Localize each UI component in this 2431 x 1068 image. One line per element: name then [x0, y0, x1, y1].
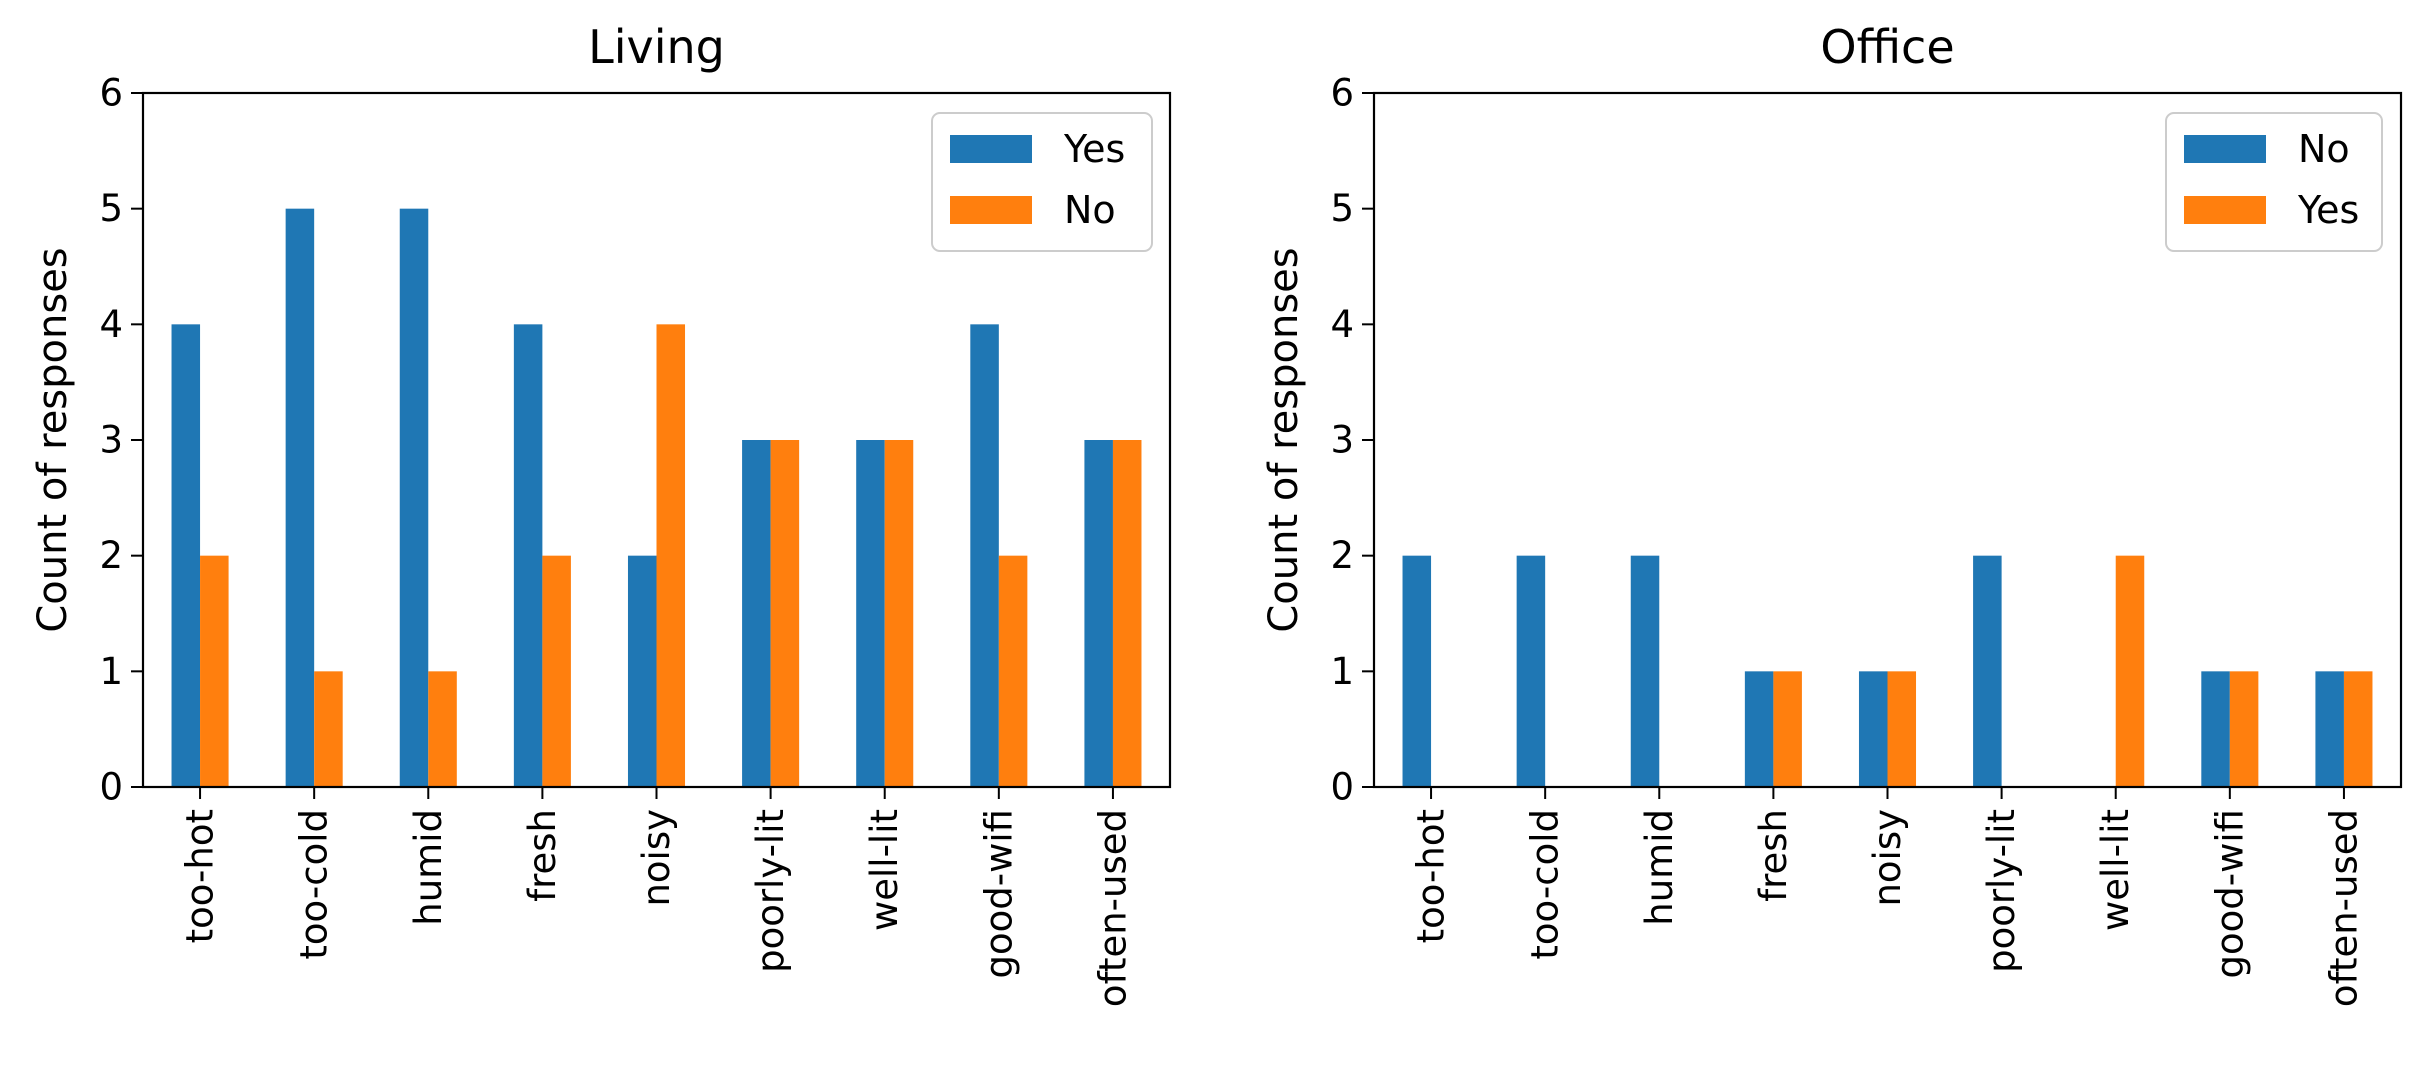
office-chart-panel: 0 1 2 3 4 5 6 too-hot too-cold humid fresh noisy poo…	[1261, 20, 2403, 1007]
bar-no-noisy	[1858, 671, 1888, 787]
legend-swatch-no	[950, 196, 1032, 224]
bar-yes-noisy	[1887, 671, 1917, 787]
y-tick-label: 3	[99, 419, 123, 462]
legend-label-yes: Yes	[2297, 188, 2359, 232]
y-axis-label: Count of responses	[1261, 247, 1307, 632]
x-tick-label-too-cold: too-cold	[1524, 809, 1567, 960]
bar-yes-humid	[399, 208, 429, 787]
x-tick-label-well-lit: well-lit	[863, 809, 906, 931]
x-tick-label-good-wifi: good-wifi	[977, 809, 1020, 978]
x-tick-label-fresh: fresh	[1752, 809, 1795, 902]
x-tick-label-too-hot: too-hot	[179, 809, 222, 943]
chart-title: Office	[1820, 20, 1954, 74]
x-tick-label-too-cold: too-cold	[293, 809, 336, 960]
bar-no-poorly-lit	[770, 440, 800, 787]
x-tick-label-too-hot: too-hot	[1410, 809, 1453, 943]
bar-yes-often-used	[2343, 671, 2373, 787]
x-tick-label-humid: humid	[1638, 809, 1681, 926]
y-tick-label: 0	[99, 766, 123, 809]
x-tick-label-good-wifi: good-wifi	[2208, 809, 2251, 978]
bar-yes-well-lit	[2115, 555, 2145, 787]
y-tick-label: 6	[1330, 72, 1354, 115]
y-tick-label: 3	[1330, 419, 1354, 462]
y-tick-label: 5	[99, 187, 123, 230]
x-tick-label-noisy: noisy	[635, 809, 678, 907]
legend-swatch-no	[2184, 135, 2266, 163]
living-chart-panel: 0 1 2 3 4 5 6 too-hot too-cold humid fresh noisy poo…	[30, 20, 1172, 1007]
bar-yes-often-used	[1084, 440, 1113, 787]
x-tick-label-noisy: noisy	[1866, 809, 1909, 907]
y-tick-label: 1	[1330, 650, 1354, 693]
legend-label-yes: Yes	[1063, 127, 1125, 171]
x-tick-label-humid: humid	[407, 809, 450, 926]
y-tick-label: 4	[1330, 303, 1354, 346]
bar-no-good-wifi	[998, 555, 1028, 787]
bar-yes-fresh	[513, 324, 543, 787]
chart-title: Living	[588, 20, 725, 74]
bar-yes-too-cold	[285, 208, 315, 787]
bar-no-poorly-lit	[1973, 555, 2002, 787]
bar-no-humid	[1630, 555, 1660, 787]
bar-yes-fresh	[1773, 671, 1802, 787]
y-tick-label: 0	[1330, 766, 1354, 809]
x-tick-label-well-lit: well-lit	[2094, 809, 2137, 931]
x-tick-label-fresh: fresh	[521, 809, 564, 902]
bar-yes-good-wifi	[2229, 671, 2259, 787]
y-tick-label: 2	[1330, 534, 1354, 577]
bar-yes-well-lit	[856, 440, 885, 787]
y-tick-label: 6	[99, 72, 123, 115]
legend-label-no: No	[2298, 127, 2350, 171]
bar-no-too-cold	[1516, 555, 1546, 787]
bar-no-too-hot	[1402, 555, 1432, 787]
bar-no-too-cold	[314, 671, 343, 787]
bar-no-humid	[428, 671, 457, 787]
bar-yes-poorly-lit	[742, 440, 771, 787]
y-tick-label: 2	[99, 534, 123, 577]
legend-label-no: No	[1064, 188, 1116, 232]
bar-no-fresh	[1744, 671, 1774, 787]
legend-swatch-yes	[950, 135, 1032, 163]
bar-yes-noisy	[627, 555, 657, 787]
x-tick-label-poorly-lit: poorly-lit	[749, 809, 792, 973]
y-axis-label: Count of responses	[30, 247, 76, 632]
x-tick-label-often-used: often-used	[1091, 809, 1134, 1007]
x-tick-label-often-used: often-used	[2322, 809, 2365, 1007]
bar-yes-good-wifi	[970, 324, 999, 787]
y-tick-label: 5	[1330, 187, 1354, 230]
bar-no-good-wifi	[2201, 671, 2230, 787]
legend: No Yes	[2165, 112, 2383, 252]
bar-no-often-used	[2315, 671, 2344, 787]
bar-yes-too-hot	[171, 324, 201, 787]
bar-no-too-hot	[200, 555, 229, 787]
y-tick-label: 1	[99, 650, 123, 693]
x-tick-label-poorly-lit: poorly-lit	[1980, 809, 2023, 973]
bar-no-often-used	[1112, 440, 1142, 787]
legend-swatch-yes	[2184, 196, 2266, 224]
y-tick-label: 4	[99, 303, 123, 346]
legend: Yes No	[931, 112, 1153, 252]
bar-no-fresh	[542, 555, 571, 787]
bar-no-well-lit	[884, 440, 914, 787]
bar-no-noisy	[656, 324, 686, 787]
